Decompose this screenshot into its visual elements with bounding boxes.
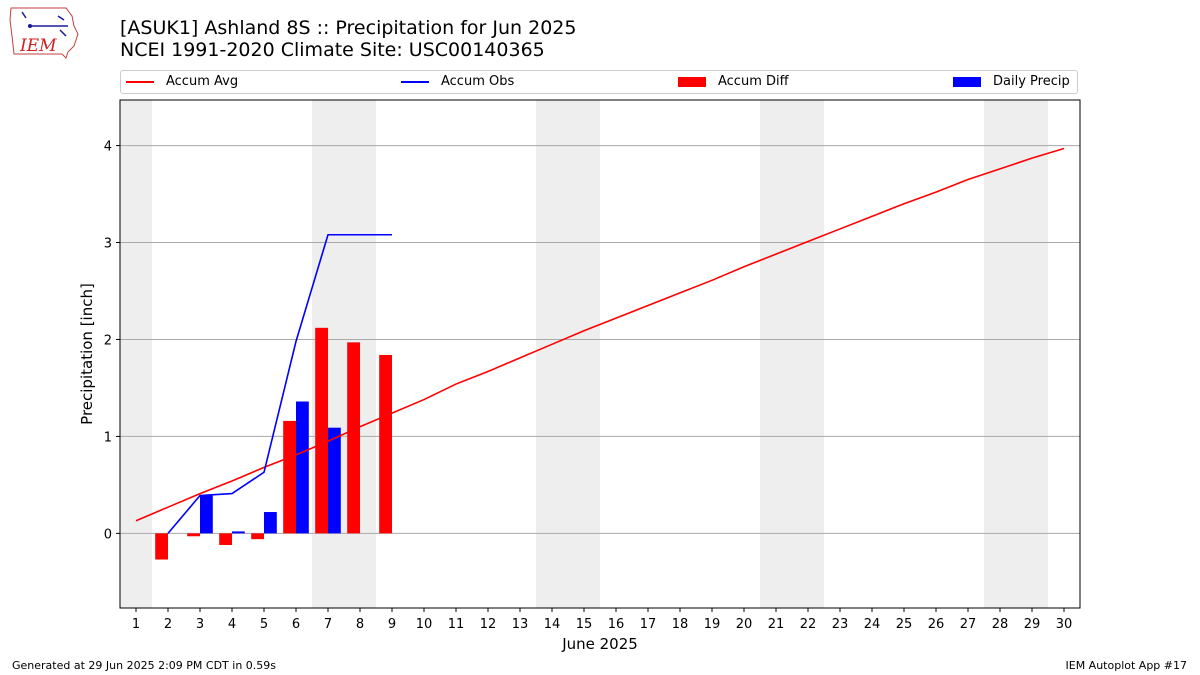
y-tick-label-1: 1 [104,430,112,445]
x-tick-label-22: 22 [800,617,817,632]
y-axis-ticks: 0 1 2 3 4 [104,140,120,542]
legend-swatch-accum-diff [678,76,706,87]
x-tick-label-27: 27 [960,617,977,632]
legend-item-accum-avg: Accum Avg [126,74,238,90]
x-tick-label-20: 20 [736,617,753,632]
weekend-band-29 [1016,100,1048,608]
accum-diff-bar-7 [315,327,328,534]
iem-logo: IEM [8,6,80,60]
legend-label-accum-obs: Accum Obs [441,74,515,89]
accum-avg-line [135,147,1065,522]
footer-generated: Generated at 29 Jun 2025 2:09 PM CDT in … [12,659,277,672]
x-tick-label-16: 16 [608,617,625,632]
weekend-band-22 [792,100,824,608]
legend-label-accum-avg: Accum Avg [166,74,239,89]
x-tick-label-2: 2 [164,617,172,632]
x-tick-label-13: 13 [512,617,529,632]
accum-diff-bar-2 [155,533,168,560]
footer-app: IEM Autoplot App #17 [1065,659,1188,672]
bars [155,327,392,560]
x-tick-label-3: 3 [196,617,204,632]
weekend-band-1 [120,100,152,608]
x-tick-label-28: 28 [992,617,1009,632]
x-tick-label-15: 15 [576,617,593,632]
weekend-shading [120,100,1048,608]
legend-swatch-accum-avg [126,80,154,83]
x-tick-label-9: 9 [388,617,396,632]
chart-title: [ASUK1] Ashland 8S :: Precipitation for … [120,17,577,39]
x-tick-label-29: 29 [1024,617,1041,632]
legend-label-accum-diff: Accum Diff [718,74,789,89]
legend-item-accum-obs: Accum Obs [401,74,514,90]
x-tick-label-5: 5 [260,617,268,632]
x-tick-label-25: 25 [896,617,913,632]
legend-swatch-daily-precip [953,76,981,87]
x-tick-label-11: 11 [448,617,465,632]
x-tick-label-19: 19 [704,617,721,632]
daily-precip-bar-6 [296,401,309,534]
x-tick-label-21: 21 [768,617,785,632]
lines [135,147,1065,534]
legend-item-accum-diff: Accum Diff [678,74,789,90]
accum-diff-bar-5 [251,533,264,540]
chart-legend: Accum Avg Accum Obs Accum Diff Daily Pre… [120,70,1078,94]
x-tick-label-10: 10 [416,617,433,632]
x-tick-label-24: 24 [864,617,881,632]
daily-precip-bar-3 [200,495,213,534]
x-tick-label-26: 26 [928,617,945,632]
x-axis-label: June 2025 [561,635,638,653]
plot-frame [119,99,1081,609]
accum-diff-bar-4 [219,533,232,545]
accum-diff-bar-3 [187,533,200,537]
x-tick-label-14: 14 [544,617,561,632]
y-axis-label: Precipitation [inch] [78,283,96,425]
chart-subtitle: NCEI 1991-2020 Climate Site: USC00140365 [120,39,545,61]
y-tick-label-0: 0 [104,527,112,542]
daily-precip-bar-5 [264,512,277,534]
x-tick-label-23: 23 [832,617,849,632]
legend-swatch-accum-obs [401,80,429,83]
y-tick-label-3: 3 [104,237,112,252]
accum-diff-bar-8 [347,342,360,534]
daily-precip-bar-4 [232,531,245,534]
x-axis-ticks: 1 2 3 4 5 6 7 8 9 10 11 12 13 14 15 16 17 18 19 20 21 22 23 24 2… [132,608,1072,632]
accum-diff-bar-6 [283,420,296,534]
x-tick-label-4: 4 [228,617,236,632]
x-tick-label-1: 1 [132,617,140,632]
x-tick-label-6: 6 [292,617,300,632]
weekend-band-21 [760,100,792,608]
x-tick-label-30: 30 [1056,617,1073,632]
weekend-band-15 [568,100,600,608]
x-tick-label-8: 8 [356,617,364,632]
y-tick-label-4: 4 [104,140,112,155]
legend-label-daily-precip: Daily Precip [993,74,1070,89]
accum-obs-line [167,233,392,534]
x-tick-label-7: 7 [324,617,332,632]
y-gridlines [120,145,1080,534]
x-tick-label-12: 12 [480,617,497,632]
x-tick-label-17: 17 [640,617,657,632]
daily-precip-bar-7 [328,427,341,534]
legend-item-daily-precip: Daily Precip [953,74,1070,90]
accum-diff-bar-9 [379,354,392,534]
x-tick-label-18: 18 [672,617,689,632]
weekend-band-28 [984,100,1016,608]
y-tick-label-2: 2 [104,333,112,348]
weekend-band-14 [536,100,568,608]
logo-text: IEM [19,36,57,56]
